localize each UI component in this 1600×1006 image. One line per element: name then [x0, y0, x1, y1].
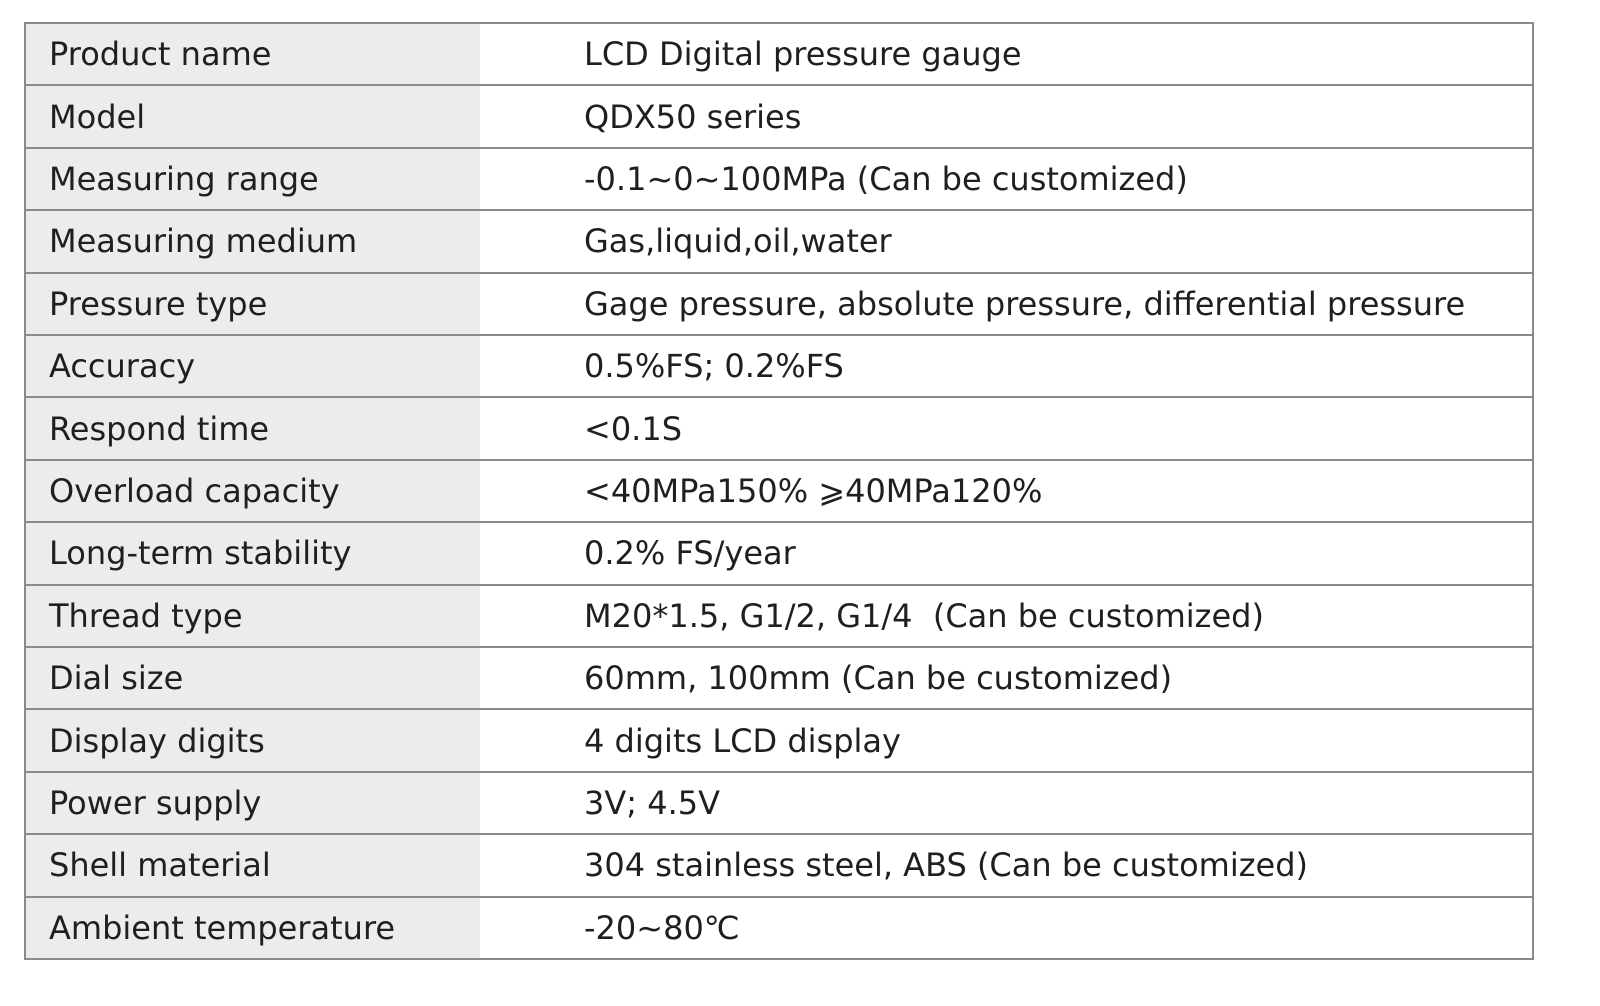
row-label: Shell material	[26, 835, 480, 896]
table-row: Display digits 4 digits LCD display	[26, 708, 1532, 771]
row-value: 3V; 4.5V	[584, 784, 720, 823]
row-value: 0.5%FS; 0.2%FS	[584, 347, 844, 386]
row-value: 60mm, 100mm (Can be customized)	[584, 659, 1173, 698]
table-row: Shell material 304 stainless steel, ABS …	[26, 833, 1532, 896]
table-row: Pressure type Gage pressure, absolute pr…	[26, 271, 1532, 335]
table-row: Model QDX50 series	[26, 84, 1532, 147]
row-value: 4 digits LCD display	[584, 721, 901, 760]
row-value: Gas,liquid,oil,water	[584, 222, 892, 261]
table-row: Measuring range -0.1~0~100MPa (Can be cu…	[26, 146, 1532, 210]
row-value: Gage pressure, absolute pressure, differ…	[584, 284, 1466, 323]
table-row: Power supply 3V; 4.5V	[26, 770, 1532, 834]
table-row: Thread type M20*1.5, G1/2, G1/4 (Can be …	[26, 583, 1532, 647]
row-value: QDX50 series	[584, 97, 802, 136]
table-row: Measuring medium Gas,liquid,oil,water	[26, 209, 1532, 272]
table-row: Product name LCD Digital pressure gauge	[26, 24, 1532, 85]
row-label: Display digits	[26, 710, 480, 771]
row-value: -0.1~0~100MPa (Can be customized)	[584, 160, 1188, 199]
row-label: Respond time	[26, 398, 480, 459]
spec-table: Product name LCD Digital pressure gauge …	[24, 22, 1534, 960]
row-label: Long-term stability	[26, 523, 480, 584]
row-label: Model	[26, 86, 480, 147]
row-label: Thread type	[26, 585, 480, 647]
row-label: Measuring range	[26, 148, 480, 210]
row-value: <40MPa150% ⩾40MPa120%	[584, 472, 1043, 511]
row-label: Product name	[26, 24, 480, 85]
row-value: M20*1.5, G1/2, G1/4 (Can be customized)	[584, 596, 1264, 635]
table-row: Ambient temperature -20~80℃	[26, 895, 1532, 959]
row-label: Measuring medium	[26, 211, 480, 272]
row-value: -20~80℃	[584, 908, 740, 947]
row-label: Ambient temperature	[26, 897, 480, 959]
row-label: Accuracy	[26, 336, 480, 397]
row-label: Pressure type	[26, 273, 480, 335]
row-value: 304 stainless steel, ABS (Can be customi…	[584, 846, 1309, 885]
row-label: Overload capacity	[26, 460, 480, 522]
table-row: Accuracy 0.5%FS; 0.2%FS	[26, 334, 1532, 397]
row-label: Power supply	[26, 772, 480, 834]
row-label: Dial size	[26, 648, 480, 709]
row-value: LCD Digital pressure gauge	[584, 35, 1022, 74]
row-value: 0.2% FS/year	[584, 534, 796, 573]
table-row: Long-term stability 0.2% FS/year	[26, 521, 1532, 584]
table-row: Dial size 60mm, 100mm (Can be customized…	[26, 646, 1532, 709]
table-row: Respond time <0.1S	[26, 396, 1532, 459]
table-row: Overload capacity <40MPa150% ⩾40MPa120%	[26, 458, 1532, 522]
row-value: <0.1S	[584, 409, 683, 448]
